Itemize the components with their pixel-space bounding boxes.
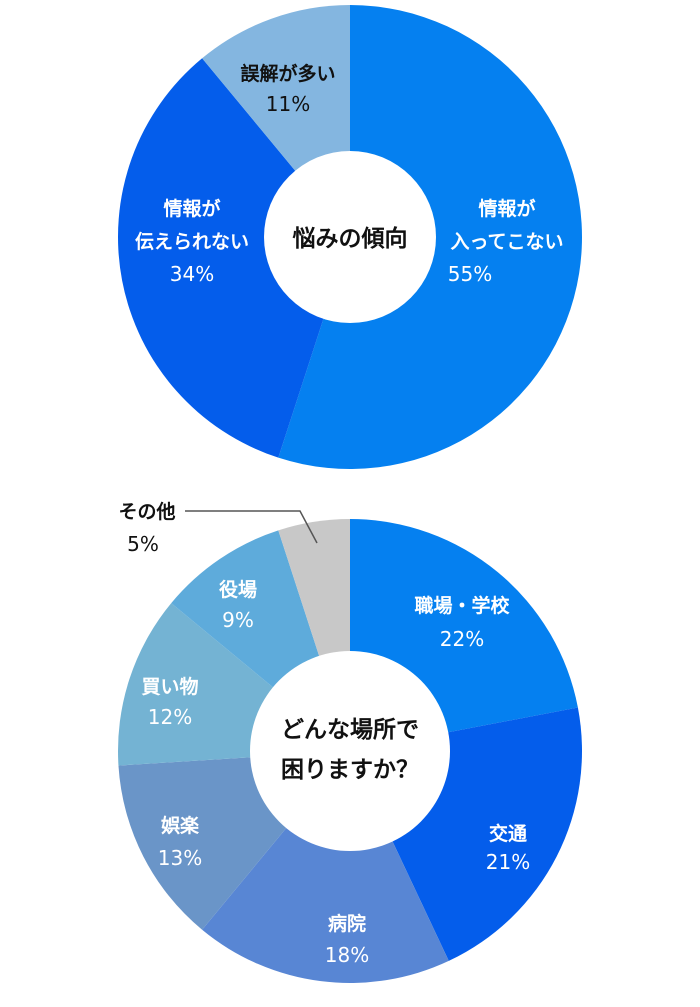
donut-chart-places: どんな場所で 困りますか？ 職場・学校 22% 交通 21% 病院 18% 娯楽…	[118, 500, 582, 983]
slice-percent: 13%	[158, 846, 202, 870]
slice-label-line: その他	[118, 500, 175, 523]
chart-title-line: どんな場所で	[281, 717, 419, 743]
pie-slice	[117, 58, 350, 458]
donut-hole	[264, 151, 436, 323]
slice-percent: 11%	[266, 92, 310, 116]
chart-title: 悩みの傾向	[293, 225, 408, 252]
donut-chart-concerns: 悩みの傾向 情報が 入ってこない 55% 情報が 伝えられない 34% 誤解が多…	[117, 5, 583, 469]
slice-label-line: 伝えられない	[135, 231, 249, 253]
slice-label-line: 情報が	[478, 197, 535, 220]
slice-label-line: 役場	[219, 578, 257, 601]
slice-label-line: 病院	[328, 912, 366, 935]
slice-percent: 55%	[448, 262, 492, 286]
slice-label-line: 買い物	[141, 675, 198, 698]
slice-percent: 18%	[325, 943, 369, 967]
slice-label-line: 情報が	[163, 197, 220, 220]
slice-label-line: 交通	[489, 822, 528, 845]
chart-title-line: 困りますか？	[281, 757, 419, 783]
slice-percent: 5%	[127, 532, 159, 556]
callout-line	[185, 510, 318, 544]
slice-label-line: 職場・学校	[414, 594, 510, 617]
slice-percent: 21%	[486, 850, 530, 874]
slice-percent: 34%	[170, 262, 214, 286]
slice-label-line: 娯楽	[161, 814, 200, 837]
slice-percent: 9%	[222, 608, 254, 632]
slice-percent: 22%	[440, 627, 484, 651]
slice-percent: 12%	[148, 705, 192, 729]
pie-slice	[202, 751, 449, 983]
slice-label-line: 入ってこない	[450, 231, 563, 253]
donut-hole	[250, 651, 450, 851]
slice-label-line: 誤解が多い	[240, 62, 335, 85]
